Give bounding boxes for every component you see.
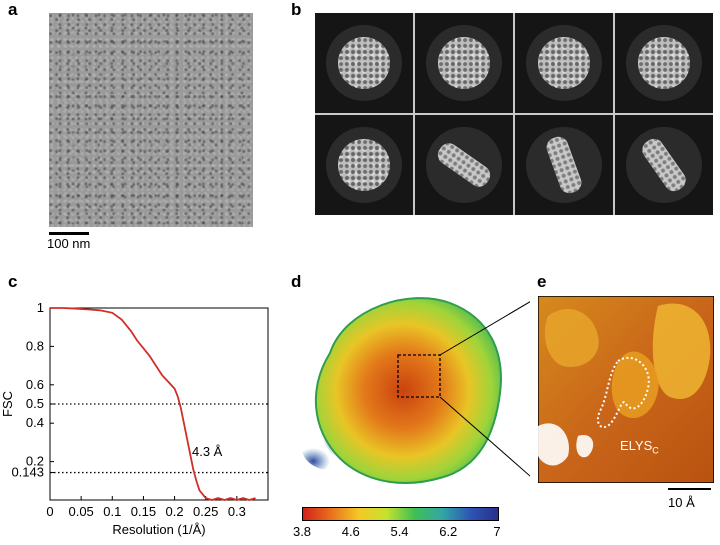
local-resolution-map [302,297,530,484]
fsc-chart: 0 0.05 0.1 0.15 0.2 0.25 0.30.1430.20.40.50.60… [0,300,269,537]
local-resolution-colorbar [302,507,499,521]
class-average-2 [415,13,513,113]
colorbar-tick-3: 6.2 [439,524,458,539]
x-tick-label: 0.25 [193,504,218,519]
x-tick-label: 0.1 [103,504,121,519]
class-average-8 [615,115,713,215]
zoom-connector-top [439,301,530,356]
y-tick-label: 0.5 [26,396,44,411]
particle-top-view [338,139,390,191]
x-tick-label: 0.05 [68,504,93,519]
panel-c-letter: c [8,272,18,291]
scale-label-a: 100 nm [47,236,91,251]
elys-c-label: ELYSC [620,438,659,456]
particle-top-view [338,37,390,89]
x-tick-label: 0 [46,504,53,519]
class-average-7 [515,115,613,215]
y-tick-label: 1 [37,300,44,315]
negative-stain-micrograph [49,13,253,227]
colorbar-ticks: 3.8 4.6 5.4 6.2 7 [293,524,501,540]
x-axis-label: Resolution (1/Å) [112,522,205,537]
panel-b-letter: b [291,0,302,19]
y-tick-label: 0.4 [26,415,44,430]
colorbar-tick-2: 5.4 [390,524,409,539]
elys-c-outline [596,356,650,429]
panel-e-letter: e [537,272,547,291]
x-tick-label: 0.15 [131,504,156,519]
x-tick-label: 0.3 [228,504,246,519]
elys-label-main: ELYS [620,438,653,453]
class-averages-grid [315,13,713,215]
scale-bar-e [668,488,711,490]
class-average-4 [615,13,713,113]
scale-label-e: 10 Å [668,495,695,510]
y-axis-label: FSC [0,391,15,417]
particle-top-view [638,37,690,89]
colorbar-tick-0: 3.8 [292,524,312,539]
class-average-6 [415,115,513,215]
class-average-3 [515,13,613,113]
y-tick-label: 0.2 [26,454,44,469]
fsc-curve-0 [50,307,256,501]
class-average-1 [315,13,413,113]
panel-d-letter: d [291,272,302,291]
y-tick-label: 0.6 [26,377,44,392]
colorbar-tick-1: 4.6 [341,524,360,539]
x-tick-label: 0.2 [166,504,184,519]
scale-bar-a [49,232,89,235]
zoomed-density-map [538,296,714,483]
colorbar-tick-4: 7 [493,524,501,539]
particle-top-view [538,37,590,89]
zoom-box [397,354,441,398]
zoom-connector-bottom [439,396,530,477]
resolution-annotation: 4.3 Å [192,444,223,459]
elys-label-subscript: C [652,445,659,456]
y-tick-label: 0.143 [11,465,44,480]
particle-top-view [438,37,490,89]
panel-a-letter: a [8,0,18,19]
class-average-5 [315,115,413,215]
y-tick-label: 0.8 [26,338,44,353]
